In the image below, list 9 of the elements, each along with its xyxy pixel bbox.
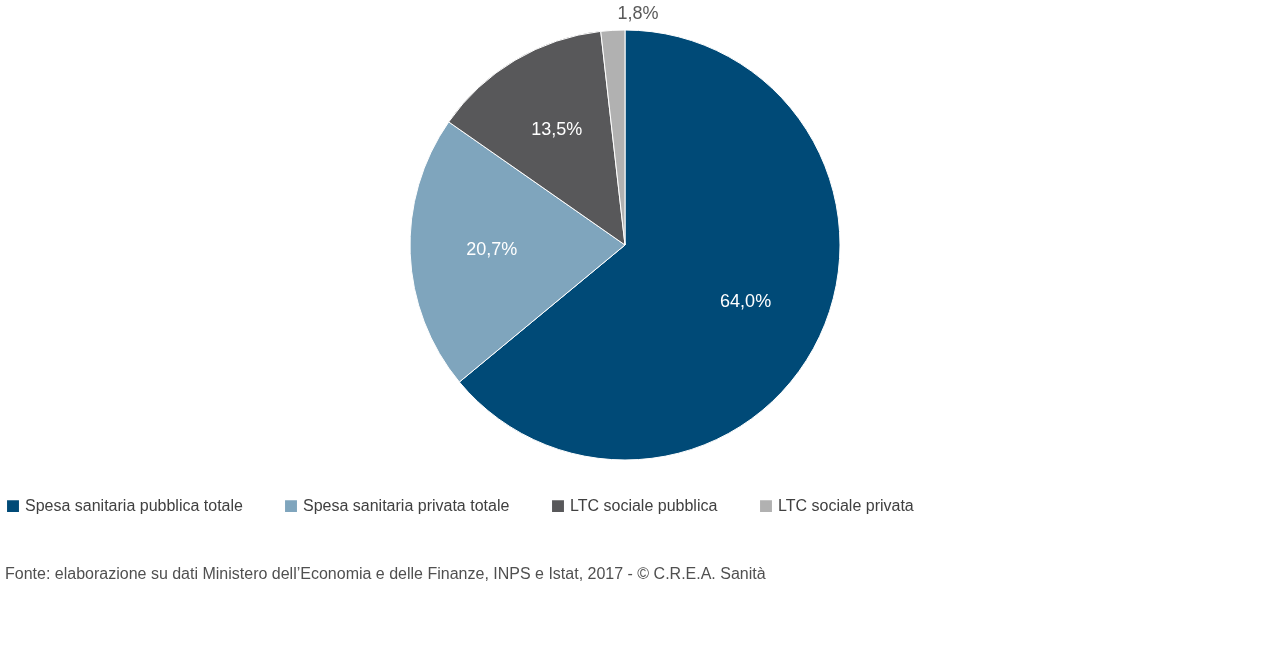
legend-label: LTC sociale privata — [778, 497, 914, 515]
data-label: 64,0% — [720, 290, 772, 311]
data-label: 20,7% — [466, 239, 518, 260]
data-label: 13,5% — [531, 119, 583, 140]
legend-label: LTC sociale pubblica — [570, 497, 718, 515]
data-label: 1,8% — [617, 3, 659, 24]
legend-label: Spesa sanitaria pubblica totale — [25, 497, 244, 515]
legend-label: Spesa sanitaria privata totale — [303, 497, 510, 515]
source-note: Fonte: elaborazione su dati Ministero dell’Economia e delle Finanze, INPS e Istat, 2017 - © C.R.E.A. Sanità — [5, 565, 766, 582]
